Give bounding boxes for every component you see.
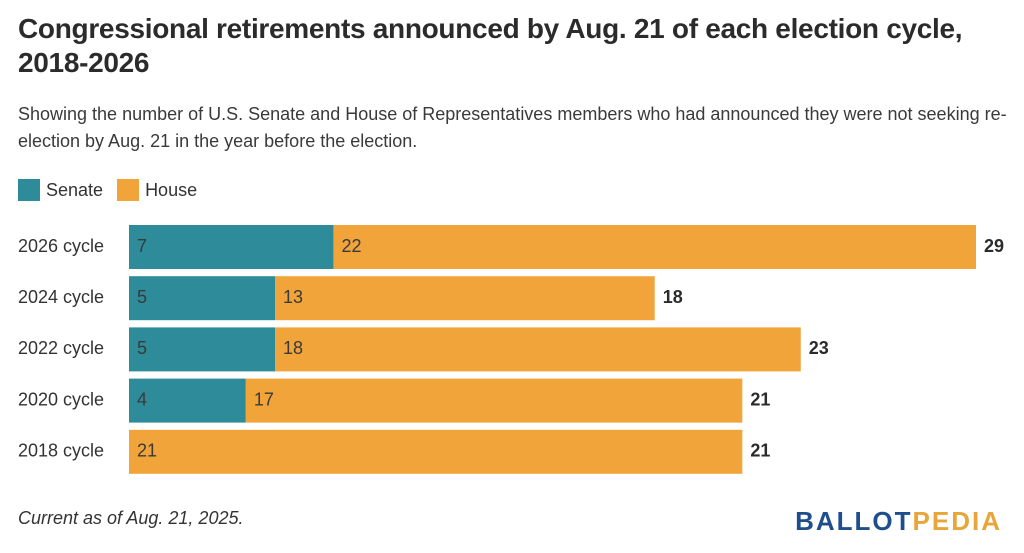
total-label-2018-cycle: 21	[750, 441, 770, 461]
bar-house-2026-cycle	[333, 225, 977, 269]
bar-house-2022-cycle	[275, 327, 801, 372]
bar-senate-2022-cycle	[129, 327, 276, 372]
footnote: Current as of Aug. 21, 2025.	[18, 508, 244, 528]
category-label-2024-cycle: 2024 cycle	[18, 287, 104, 307]
bar-house-2018-cycle	[129, 429, 743, 474]
ballotpedia-logo: BALLOTPEDIA	[795, 506, 1002, 537]
category-label-2018-cycle: 2018 cycle	[18, 441, 104, 461]
chart-subtitle: Showing the number of U.S. Senate and Ho…	[18, 104, 1007, 151]
value-label-house-2026-cycle: 22	[341, 236, 361, 256]
bar-senate-2020-cycle	[129, 378, 246, 423]
legend-label-house: House	[145, 179, 198, 200]
legend-label-senate: Senate	[46, 179, 104, 200]
total-label-2022-cycle: 23	[809, 338, 829, 358]
value-label-house-2020-cycle: 17	[254, 389, 274, 409]
value-label-senate-2026-cycle: 7	[137, 236, 147, 256]
legend: Senate House	[18, 177, 211, 203]
value-label-senate-2020-cycle: 4	[137, 389, 147, 409]
value-label-house-2022-cycle: 18	[283, 338, 303, 358]
total-label-2024-cycle: 18	[663, 287, 683, 307]
bar-house-2024-cycle	[275, 276, 655, 321]
total-label-2020-cycle: 21	[750, 389, 770, 409]
value-label-house-2024-cycle: 13	[283, 287, 303, 307]
value-label-senate-2022-cycle: 5	[137, 338, 147, 358]
category-label-2026-cycle: 2026 cycle	[18, 236, 104, 256]
category-label-2022-cycle: 2022 cycle	[18, 338, 104, 358]
category-label-2020-cycle: 2020 cycle	[18, 389, 104, 409]
legend-item-senate: Senate	[18, 179, 103, 201]
bar-house-2020-cycle	[245, 378, 743, 423]
total-label-2026-cycle: 29	[984, 236, 1004, 256]
legend-item-house: House	[117, 179, 197, 201]
bar-senate-2024-cycle	[129, 276, 276, 321]
logo-part-pedia: PEDIA	[912, 506, 1002, 536]
chart-title: Congressional retirements announced by A…	[18, 13, 963, 78]
value-label-house-2018-cycle: 21	[137, 441, 157, 461]
legend-swatch-senate	[18, 179, 40, 201]
value-label-senate-2024-cycle: 5	[137, 287, 147, 307]
logo-part-ballot: BALLOT	[795, 506, 913, 536]
bar-senate-2026-cycle	[129, 225, 334, 269]
legend-swatch-house	[117, 179, 140, 201]
